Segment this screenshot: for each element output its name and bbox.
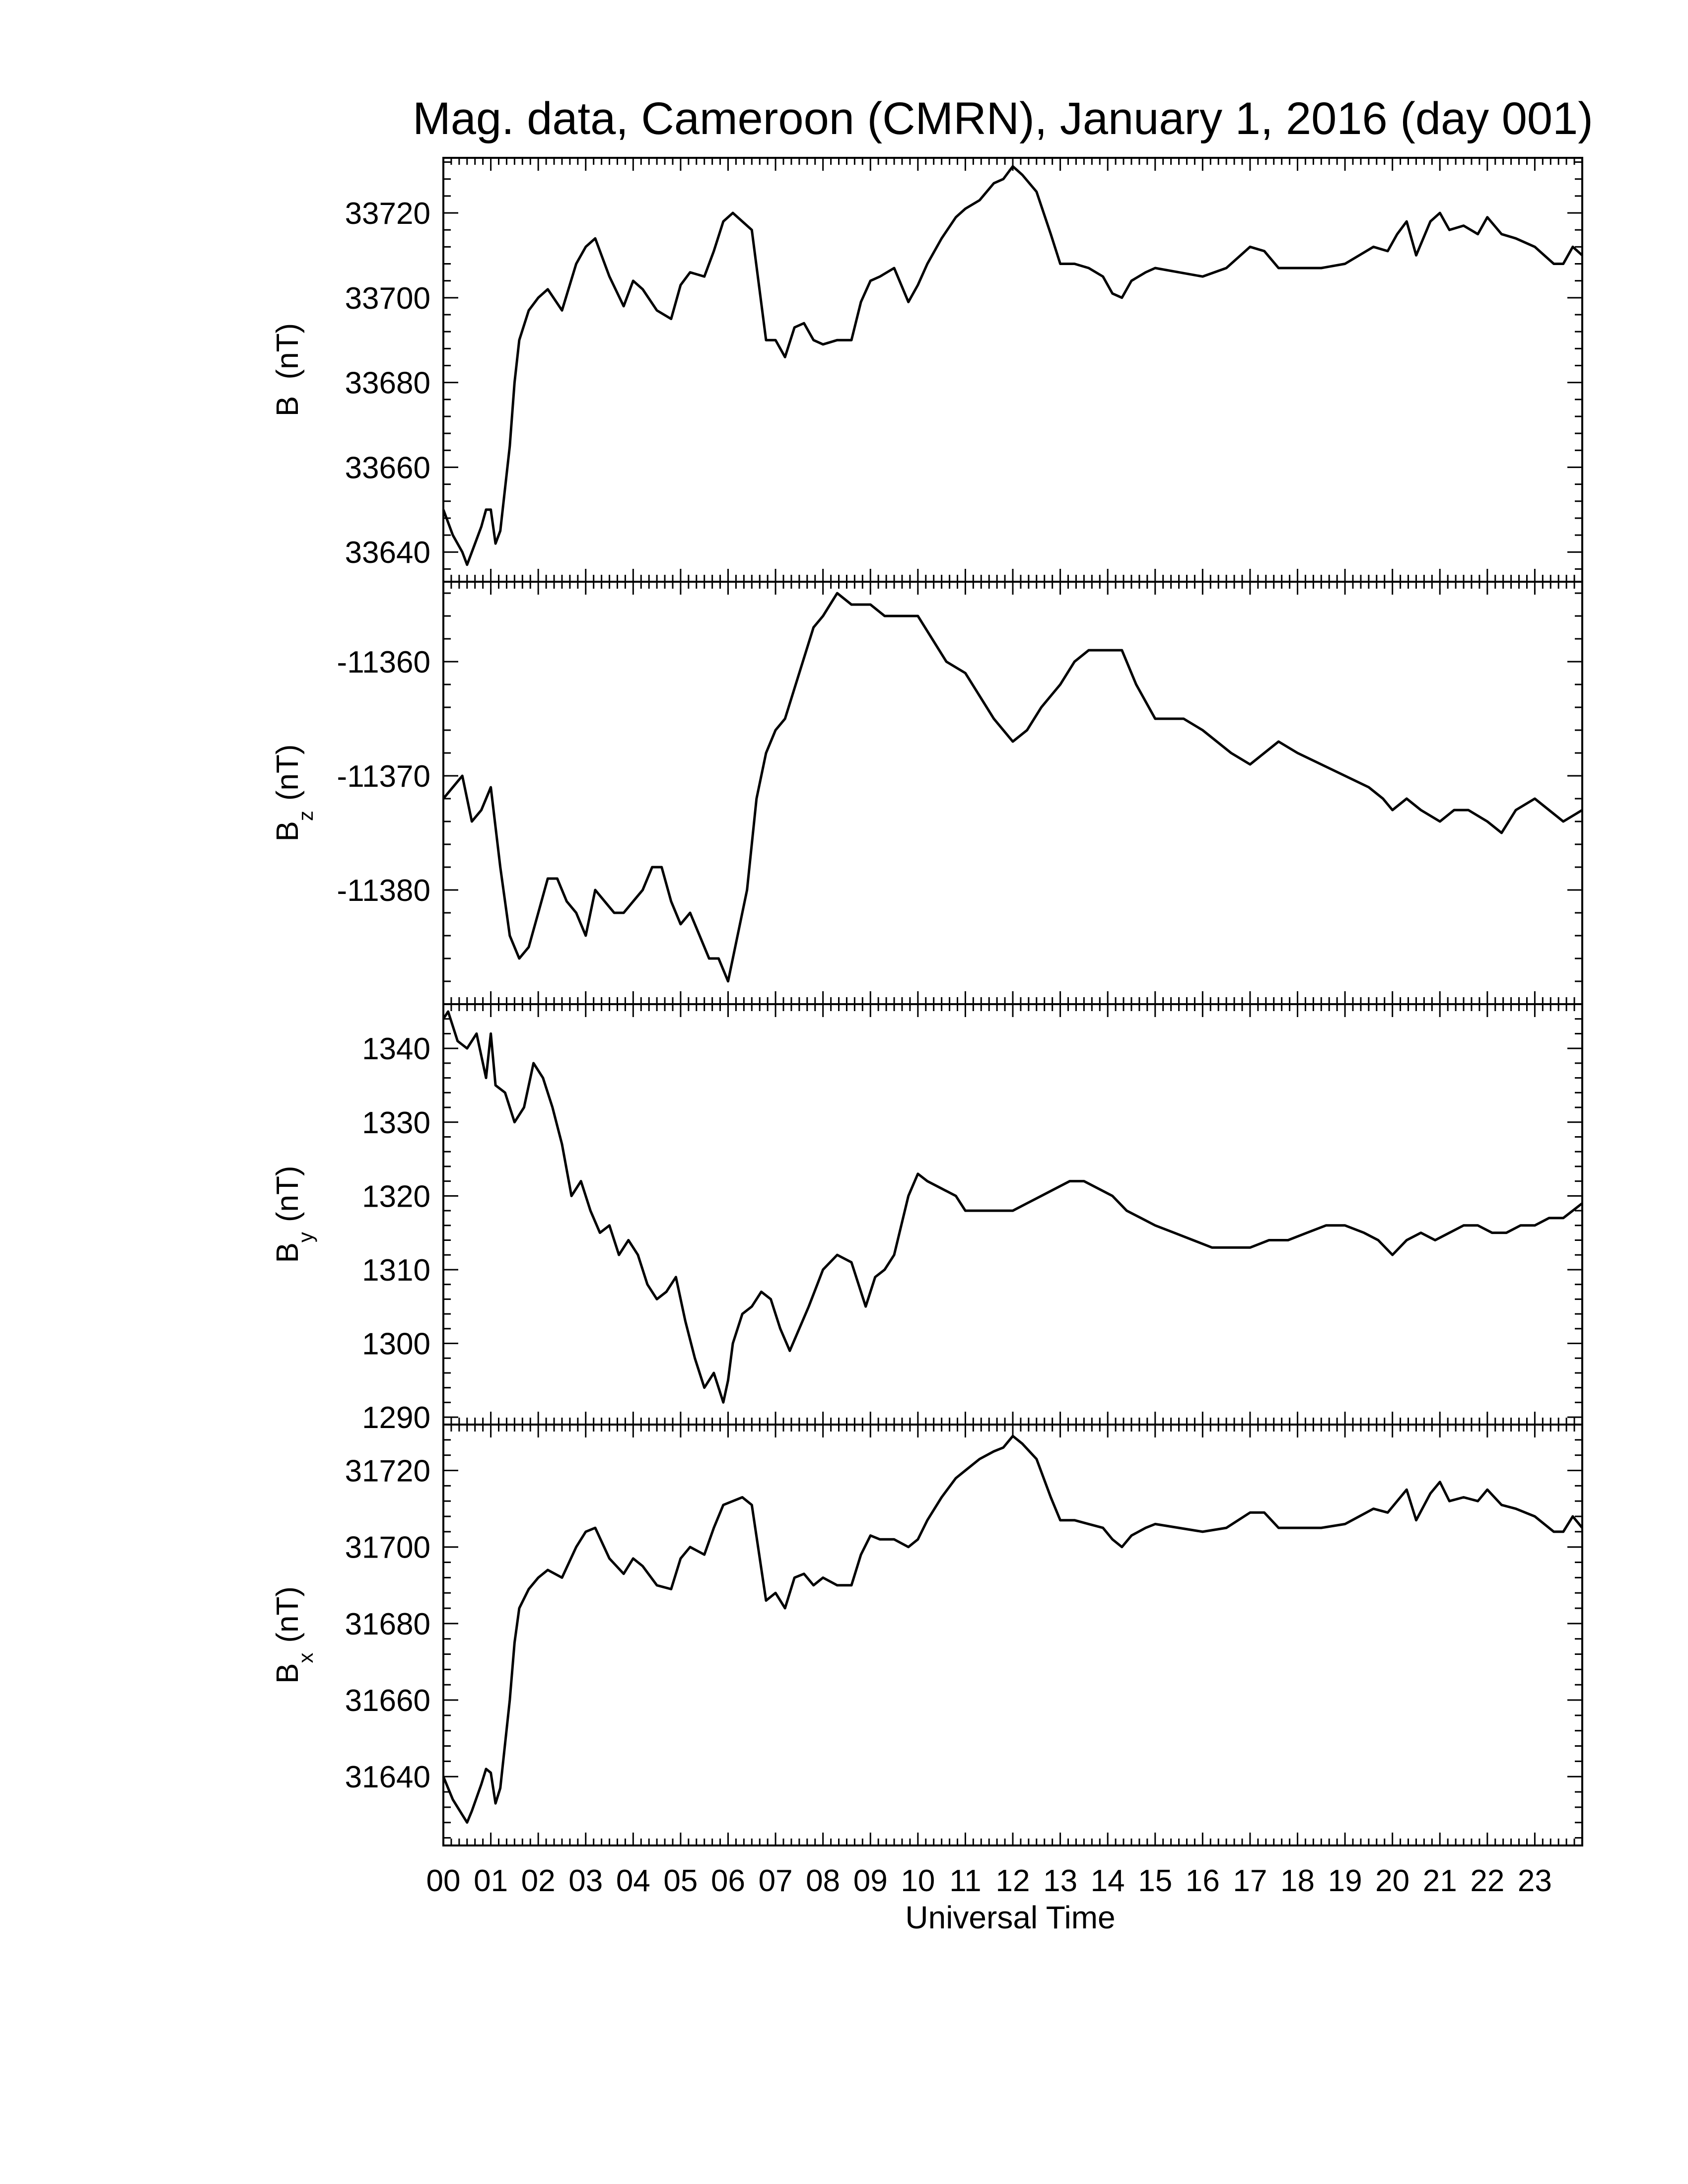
y-axis-title-main: B [271, 396, 305, 416]
y-tick-label: 1330 [362, 1106, 430, 1140]
x-tick-label: 20 [1375, 1864, 1409, 1898]
x-tick-label: 18 [1280, 1864, 1315, 1898]
x-tick-label: 02 [521, 1864, 556, 1898]
x-tick-label: 06 [711, 1864, 745, 1898]
y-tick-label: 31680 [345, 1607, 430, 1641]
y-axis-title: B (nT) [271, 323, 305, 416]
series-line-bz [442, 592, 1583, 983]
x-tick-label: 21 [1423, 1864, 1457, 1898]
y-tick-label: 33680 [345, 366, 430, 401]
x-tick-label: 19 [1328, 1864, 1362, 1898]
x-tick-label: 12 [996, 1864, 1030, 1898]
panel-by: 1290 1300 1310 1320 1330 1340 By (nT) [271, 1003, 1583, 1435]
y-axis-title-main: B [271, 1663, 305, 1684]
series-line-by [442, 1010, 1583, 1404]
y-tick-label: 1300 [362, 1327, 430, 1362]
y-axis-title: Bx (nT) [271, 1586, 317, 1684]
x-tick-label: 17 [1233, 1864, 1267, 1898]
y-axis-title-subscript: z [294, 811, 317, 821]
x-tick-label: 10 [901, 1864, 935, 1898]
x-tick-label: 00 [426, 1864, 461, 1898]
panel-frame [442, 157, 1583, 583]
x-tick-label: 01 [474, 1864, 508, 1898]
panel-bz: -11380 -11370 -11360 Bz (nT) [271, 581, 1583, 1005]
panel-frame [442, 1424, 1583, 1846]
y-axis-title-unit: (nT) [271, 744, 305, 801]
x-tick-label: 05 [663, 1864, 698, 1898]
x-tick-label: 09 [853, 1864, 888, 1898]
y-tick-label: 31660 [345, 1684, 430, 1718]
y-axis-title-main: B [271, 1242, 305, 1263]
x-tick-label: 23 [1518, 1864, 1552, 1898]
panel-b: 33640 33660 33680 33700 33720 B (nT) [271, 157, 1583, 583]
series-line-bx [442, 1434, 1583, 1824]
y-tick-label: 33720 [345, 197, 430, 231]
x-tick-label: 15 [1138, 1864, 1172, 1898]
y-tick-label: 33700 [345, 281, 430, 316]
y-axis-title-main: B [271, 821, 305, 841]
x-tick-label: 03 [568, 1864, 603, 1898]
x-axis: 00 01 02 03 04 05 06 07 08 09 10 11 12 13 14 15 16 17 18 19… [426, 1864, 1552, 1898]
y-tick-label: 31700 [345, 1531, 430, 1565]
x-tick-label: 07 [759, 1864, 793, 1898]
y-axis-title-subscript: y [294, 1232, 317, 1242]
y-axis-title-unit: (nT) [271, 1165, 305, 1222]
chart-title: Mag. data, Cameroon (CMRN), January 1, 2… [413, 93, 1593, 144]
y-tick-label: -11370 [337, 759, 430, 794]
panel-bx: 31640 31660 31680 31700 31720 Bx (nT) [271, 1424, 1583, 1846]
y-tick-label: -11380 [337, 874, 430, 908]
x-tick-label: 14 [1091, 1864, 1125, 1898]
x-tick-label: 13 [1043, 1864, 1077, 1898]
panel-frame [442, 581, 1583, 1005]
y-tick-label: 1320 [362, 1179, 430, 1214]
x-tick-label: 11 [949, 1864, 981, 1898]
x-tick-label: 22 [1470, 1864, 1504, 1898]
y-axis-title: By (nT) [271, 1165, 317, 1263]
y-tick-label: 31720 [345, 1454, 430, 1489]
y-tick-label: 31640 [345, 1760, 430, 1794]
y-tick-label: 33660 [345, 451, 430, 485]
y-axis-title: Bz (nT) [271, 744, 317, 841]
panel-frame [442, 1003, 1583, 1426]
y-tick-label: 1310 [362, 1253, 430, 1288]
y-axis-title-unit: (nT) [271, 1586, 305, 1643]
y-axis-title-unit: (nT) [271, 323, 305, 388]
x-tick-label: 16 [1186, 1864, 1220, 1898]
x-tick-label: 08 [806, 1864, 840, 1898]
y-tick-label: 1290 [362, 1401, 430, 1435]
y-tick-label: -11360 [337, 645, 430, 680]
series-line-b [442, 165, 1583, 566]
y-axis-title-subscript: x [294, 1653, 317, 1663]
x-axis-title: Universal Time [905, 1900, 1115, 1935]
y-tick-label: 33640 [345, 536, 430, 570]
y-tick-label: 1340 [362, 1032, 430, 1066]
x-tick-label: 04 [616, 1864, 650, 1898]
